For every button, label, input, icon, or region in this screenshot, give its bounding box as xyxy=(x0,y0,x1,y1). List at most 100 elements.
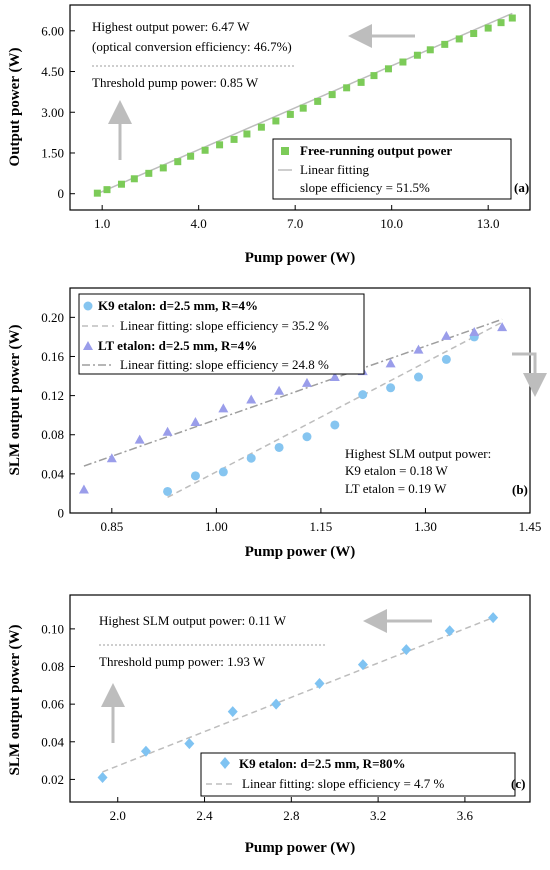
y-tick-label: 0.20 xyxy=(41,310,64,325)
marks-b xyxy=(78,318,508,499)
y-axis-label-c: SLM output power (W) xyxy=(7,625,23,776)
x-axis-label-c: Pump power (W) xyxy=(245,840,356,856)
x-tick-label: 13.0 xyxy=(477,216,500,231)
data-point-a-0-14 xyxy=(286,110,294,118)
x-tick-label: 2.4 xyxy=(196,808,213,823)
data-point-c-0-4 xyxy=(271,698,282,710)
data-point-b-2-15 xyxy=(497,322,508,332)
arrow-bent-b xyxy=(512,352,547,397)
data-point-a-0-5 xyxy=(159,164,167,172)
data-point-c-0-7 xyxy=(401,644,412,656)
x-tick-label: 0.85 xyxy=(100,519,123,534)
plot-frame-b xyxy=(69,287,531,514)
data-point-a-0-9 xyxy=(216,141,224,149)
data-point-c-0-5 xyxy=(314,677,325,689)
data-point-a-0-19 xyxy=(357,78,365,86)
x-tick-label: 2.0 xyxy=(110,808,126,823)
data-point-a-0-0 xyxy=(93,189,101,197)
data-point-a-0-29 xyxy=(497,19,505,27)
data-point-c-0-0 xyxy=(97,772,108,784)
x-tick-label: 1.15 xyxy=(310,519,333,534)
data-point-c-0-6 xyxy=(357,659,368,671)
data-point-b-2-13 xyxy=(441,330,452,340)
panel-a: 1.0 4.0 7.0 10.0 13.0 0 1.50 3.00 4.50 6.00 Pump … xyxy=(7,4,531,266)
data-point-a-0-21 xyxy=(384,65,392,73)
data-point-a-0-30 xyxy=(508,14,516,22)
data-point-a-0-10 xyxy=(230,135,238,143)
legend-box-c xyxy=(200,752,516,797)
annotation-b-2: K9 etalon = 0.18 W xyxy=(345,463,448,478)
legend-label-b-1: K9 etalon: d=2.5 mm, R=4% xyxy=(98,298,258,313)
data-point-b-2-5 xyxy=(218,403,229,413)
panel-label-a: (a) xyxy=(514,180,529,195)
ticks-a: 1.0 4.0 7.0 10.0 13.0 0 1.50 3.00 4.50 6.00 xyxy=(41,23,499,231)
data-point-a-0-8 xyxy=(201,146,209,154)
data-point-a-0-23 xyxy=(413,51,421,59)
y-tick-label: 0.12 xyxy=(41,388,64,403)
data-point-a-0-25 xyxy=(441,40,449,48)
legend-marker-a-1 xyxy=(281,147,289,155)
y-tick-label: 6.00 xyxy=(41,23,64,38)
legend-box-a xyxy=(272,138,512,200)
x-tick-label: 3.6 xyxy=(457,808,474,823)
data-point-a-0-3 xyxy=(130,175,138,183)
ticks-c: 2.0 2.4 2.8 3.2 3.6 0.02 0.04 0.06 0.08 0.10 xyxy=(41,621,473,823)
legend-label-b-2: Linear fitting: slope efficiency = 35.2 … xyxy=(120,318,329,333)
data-point-a-0-2 xyxy=(117,180,125,188)
marks-a xyxy=(93,12,516,197)
y-tick-label: 0 xyxy=(58,506,65,521)
y-tick-label: 0 xyxy=(58,186,65,201)
y-axis-label-a: Output power (W) xyxy=(7,48,23,167)
marks-c xyxy=(97,612,499,784)
data-point-b-0-0 xyxy=(163,486,173,496)
data-point-c-0-3 xyxy=(227,706,238,718)
data-point-a-0-27 xyxy=(470,30,478,38)
legend-label-a-2: Linear fitting xyxy=(300,162,369,177)
data-point-a-0-24 xyxy=(426,46,434,54)
legend-marker-b-3 xyxy=(83,341,93,350)
legend-label-b-3: LT etalon: d=2.5 mm, R=4% xyxy=(98,338,257,353)
data-point-a-0-26 xyxy=(455,35,463,43)
data-point-a-0-13 xyxy=(272,117,280,125)
data-point-a-0-20 xyxy=(370,72,378,80)
x-tick-label: 1.30 xyxy=(414,519,437,534)
annotation-c-1: Highest SLM output power: 0.11 W xyxy=(99,613,287,628)
data-point-a-0-16 xyxy=(314,97,322,105)
x-axis-label-a: Pump power (W) xyxy=(245,250,356,266)
x-tick-label: 3.2 xyxy=(370,808,386,823)
legend-box-b xyxy=(78,293,365,375)
data-point-b-2-4 xyxy=(190,417,201,427)
data-point-a-0-12 xyxy=(257,123,265,131)
data-point-b-0-7 xyxy=(358,390,368,400)
y-tick-label: 0.08 xyxy=(41,427,64,442)
panel-c: 2.0 2.4 2.8 3.2 3.6 0.02 0.04 0.06 0.08 0.10 Pump… xyxy=(7,594,531,856)
legend-marker-b-1 xyxy=(83,301,93,311)
y-tick-label: 4.50 xyxy=(41,64,64,79)
data-point-b-0-4 xyxy=(274,442,284,452)
data-point-a-0-17 xyxy=(328,91,336,99)
panel-label-c: (c) xyxy=(511,776,525,791)
data-point-c-0-2 xyxy=(184,738,195,750)
data-point-b-2-3 xyxy=(162,426,173,436)
legend-label-c-2: Linear fitting: slope efficiency = 4.7 % xyxy=(242,776,445,791)
y-tick-label: 1.50 xyxy=(41,145,64,160)
annotation-b-3: LT etalon = 0.19 W xyxy=(345,481,447,496)
y-axis-label-b: SLM output power (W) xyxy=(7,325,23,476)
data-point-a-0-1 xyxy=(103,186,111,194)
data-point-a-0-18 xyxy=(343,84,351,92)
y-tick-label: 0.02 xyxy=(41,772,64,787)
legend-label-a-3: slope efficiency = 51.5% xyxy=(300,180,430,195)
data-point-b-0-3 xyxy=(246,453,256,463)
data-point-a-0-11 xyxy=(243,130,251,138)
data-point-c-0-8 xyxy=(444,625,455,637)
x-tick-label: 1.45 xyxy=(519,519,542,534)
legend-label-a-1: Free-running output power xyxy=(300,143,452,158)
panel-b: 0.85 1.00 1.15 1.30 1.45 0 0.04 0.08 0.12 0.16 0.2… xyxy=(7,287,547,560)
x-axis-label-b: Pump power (W) xyxy=(245,544,356,560)
x-tick-label: 10.0 xyxy=(380,216,403,231)
data-point-a-0-22 xyxy=(399,58,407,66)
data-point-b-2-7 xyxy=(274,385,285,395)
data-point-a-0-6 xyxy=(174,158,182,166)
data-point-c-0-9 xyxy=(488,612,499,624)
